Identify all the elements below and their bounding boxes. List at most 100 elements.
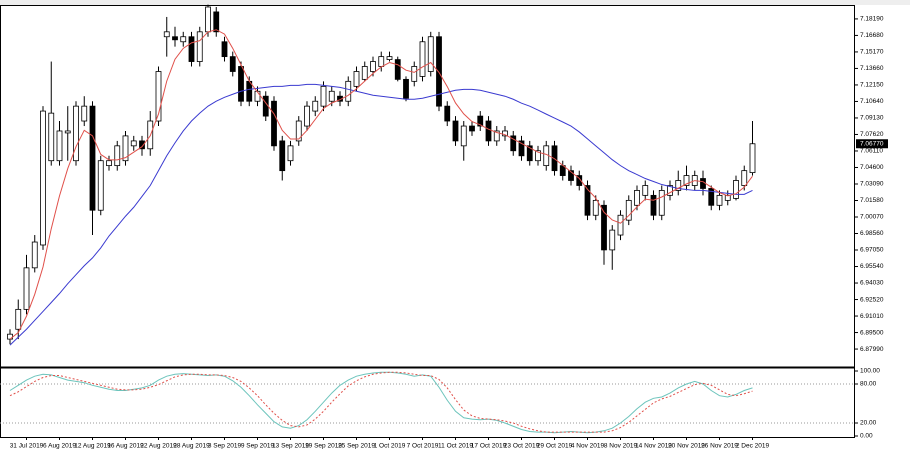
x-tick-label: 1 Oct 2019 [374,443,406,450]
candle-body [31,241,38,269]
y-tick-label: 7.18190 [860,16,884,23]
candle-body [436,36,442,107]
candle-body [518,140,525,157]
candle-body [345,80,352,102]
x-tick-label: 31 Jul 2019 [10,443,44,450]
candle-body [625,199,632,221]
y-tick-label: 7.10640 [860,98,884,105]
candle-body [493,130,500,142]
x-tick-label: 14 Nov 2019 [635,443,672,450]
y-tick-label: 7.00070 [860,214,884,221]
x-tick-label: 3 Sep 2019 [208,443,242,450]
x-tick-label: 11 Oct 2019 [438,443,473,450]
indicator-line [9,29,753,340]
candle-body [444,105,451,122]
candle-body [733,180,739,199]
candle-body [683,175,690,186]
plot-frame [0,5,855,438]
y-tick-label: 7.06110 [860,148,883,155]
candle-body [122,135,129,162]
candle-body [642,185,649,196]
y-tick-label: 7.03090 [860,181,884,188]
candle-body [48,112,55,162]
candle-body [320,85,327,107]
candle-body [312,100,319,112]
candle-body [452,120,459,142]
candle-body [205,6,211,33]
candle-body [295,120,302,142]
candle-body [584,185,591,216]
candle-body [658,190,665,216]
candle-body [361,66,368,80]
candle-body [114,145,121,167]
y-tick-label: 100.00 [860,368,880,375]
candle-body [106,160,112,167]
x-tick-label: 9 Sep 2019 [241,443,275,450]
candle-body [477,115,484,127]
y-tick-label: 7.12150 [860,82,884,89]
candle-body [304,105,310,127]
candle-body [510,135,517,152]
candle-body [172,36,178,41]
y-tick-label: 7.09130 [860,115,884,122]
x-tick-label: 28 Aug 2019 [173,443,210,450]
candle-body [262,95,269,117]
candle-body [328,90,335,102]
candle-body [155,71,162,122]
candle-body [97,160,104,211]
candle-body [724,194,731,201]
y-tick-label: 80.00 [860,381,877,388]
candle-body [56,130,63,162]
candle-body [370,61,376,72]
y-tick-label: 7.01580 [860,197,884,204]
candle-body [634,190,640,206]
candle-body [229,56,236,72]
candle-body [749,143,756,174]
candle-body [609,229,616,251]
candle-body [89,105,96,211]
y-tick-label: 6.95540 [860,263,884,270]
x-tick-label: 4 Nov 2019 [571,443,605,450]
candle-body [213,11,220,33]
candle-body [502,130,508,137]
candle-body [568,170,574,181]
indicator-line [9,371,753,433]
candle-body [196,31,203,62]
candle-body [403,78,409,99]
candle-body [64,130,71,134]
candle-body [394,59,401,80]
candle-body [130,140,137,147]
x-tick-label: 26 Nov 2019 [701,443,738,450]
candle-body [411,66,418,82]
candle-body [163,31,170,38]
y-tick-label: 6.92520 [860,296,884,303]
x-tick-label: 7 Oct 2019 [407,443,439,450]
candle-body [81,105,88,122]
candle-body [427,36,434,72]
x-tick-label: 8 Nov 2019 [604,443,638,450]
candle-body [238,66,244,102]
candle-body [650,194,657,216]
candle-body [576,175,583,186]
candle-body [617,214,624,236]
candle-body [675,180,682,191]
x-tick-label: 2 Dec 2019 [736,443,770,450]
x-tick-label: 13 Sep 2019 [272,443,309,450]
candle-body [378,56,385,67]
y-tick-label: 7.04600 [860,164,884,171]
top-strip [0,0,910,5]
candle-body [667,185,673,196]
y-tick-label: 7.16680 [860,32,884,39]
y-tick-label: 7.15170 [860,49,884,56]
x-tick-label: 17 Oct 2019 [471,443,507,450]
candle-body [741,170,748,186]
candle-body [526,145,533,162]
candle-body [700,178,706,189]
x-tick-label: 12 Aug 2019 [74,443,111,450]
x-tick-label: 6 Aug 2019 [43,443,76,450]
candle-body [460,125,467,147]
candle-body [716,194,723,206]
y-tick-label: 7.13660 [860,65,884,72]
candle-body [708,188,715,206]
